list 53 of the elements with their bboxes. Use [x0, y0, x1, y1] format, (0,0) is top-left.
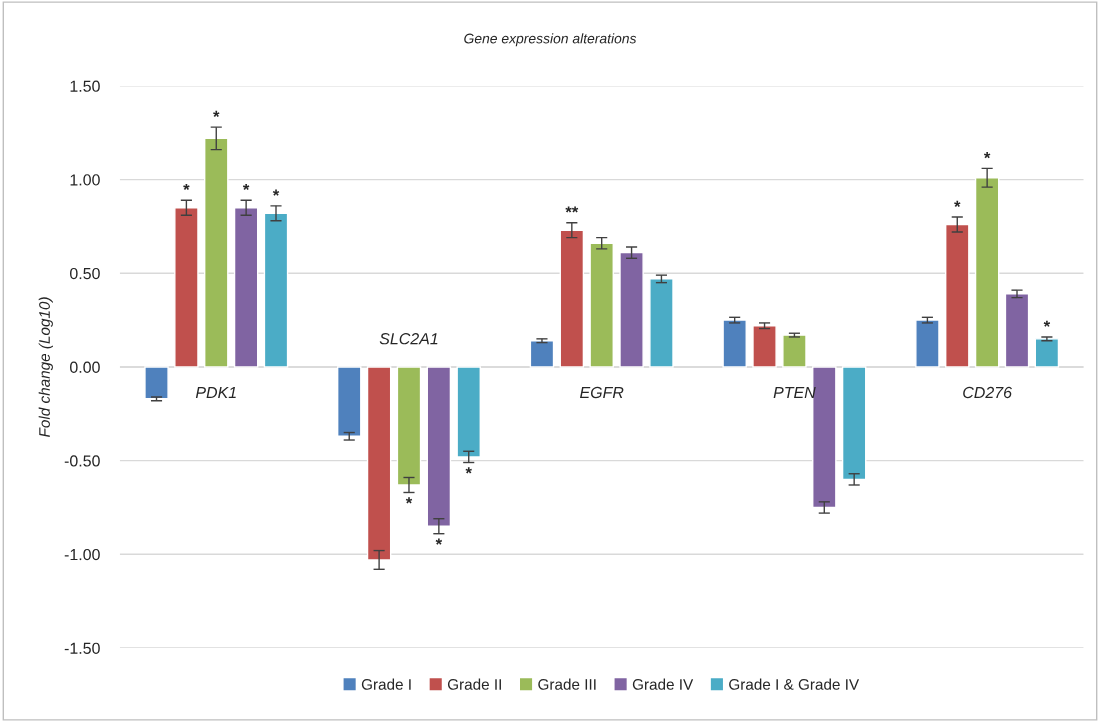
bar	[366, 366, 392, 561]
data-label: *	[1043, 320, 1051, 327]
bar	[144, 366, 169, 400]
data-label: *	[465, 467, 472, 474]
bar	[426, 366, 452, 527]
chart-title: Gene expression alterations	[464, 33, 637, 47]
y-tick-label: 1.00	[70, 174, 100, 186]
x-tick-label: SLC2A1	[379, 333, 438, 345]
bar	[263, 212, 289, 368]
bar	[841, 366, 867, 481]
y-axis-title: Fold change (Log10)	[38, 297, 53, 437]
x-tick-label: CD276	[963, 386, 1012, 399]
y-tick-label: -1.50	[64, 642, 100, 654]
data-label: *	[435, 538, 443, 545]
y-tick-label: 1.50	[70, 80, 100, 92]
bar	[752, 325, 777, 368]
data-label: *	[954, 200, 961, 207]
bar	[174, 207, 199, 368]
y-tick-label: 0.50	[70, 267, 100, 280]
bar	[396, 366, 422, 486]
x-tick-label: EGFR	[580, 386, 624, 399]
bar	[945, 223, 970, 368]
bar	[456, 366, 481, 458]
bar	[619, 251, 644, 368]
bar	[915, 319, 940, 368]
bar	[559, 229, 585, 368]
x-tick-label: PDK1	[195, 386, 236, 398]
bar	[589, 242, 614, 368]
data-label: **	[565, 206, 579, 213]
data-label: *	[983, 152, 991, 159]
bar	[782, 334, 807, 368]
data-label: *	[183, 183, 190, 191]
data-label: *	[272, 189, 280, 196]
legend-label: Grade I & Grade IV	[729, 678, 860, 690]
bar	[233, 207, 259, 368]
bar	[974, 177, 1000, 368]
bar	[1004, 293, 1030, 368]
bar	[649, 278, 674, 368]
bar	[336, 366, 362, 437]
bar	[1034, 338, 1060, 368]
bar	[529, 340, 555, 368]
y-tick-label: 0.00	[70, 361, 100, 373]
legend-label: Grade I	[361, 678, 411, 690]
data-label: *	[242, 183, 250, 191]
bar	[722, 319, 747, 368]
data-label: *	[213, 110, 220, 118]
y-tick-label: -0.50	[64, 455, 100, 467]
legend-label: Grade II	[447, 678, 501, 690]
data-label: *	[405, 497, 413, 504]
legend-label: Grade III	[538, 678, 596, 690]
bar	[204, 137, 229, 368]
y-tick-label: -1.00	[64, 548, 100, 561]
legend-label: Grade IV	[632, 678, 694, 690]
